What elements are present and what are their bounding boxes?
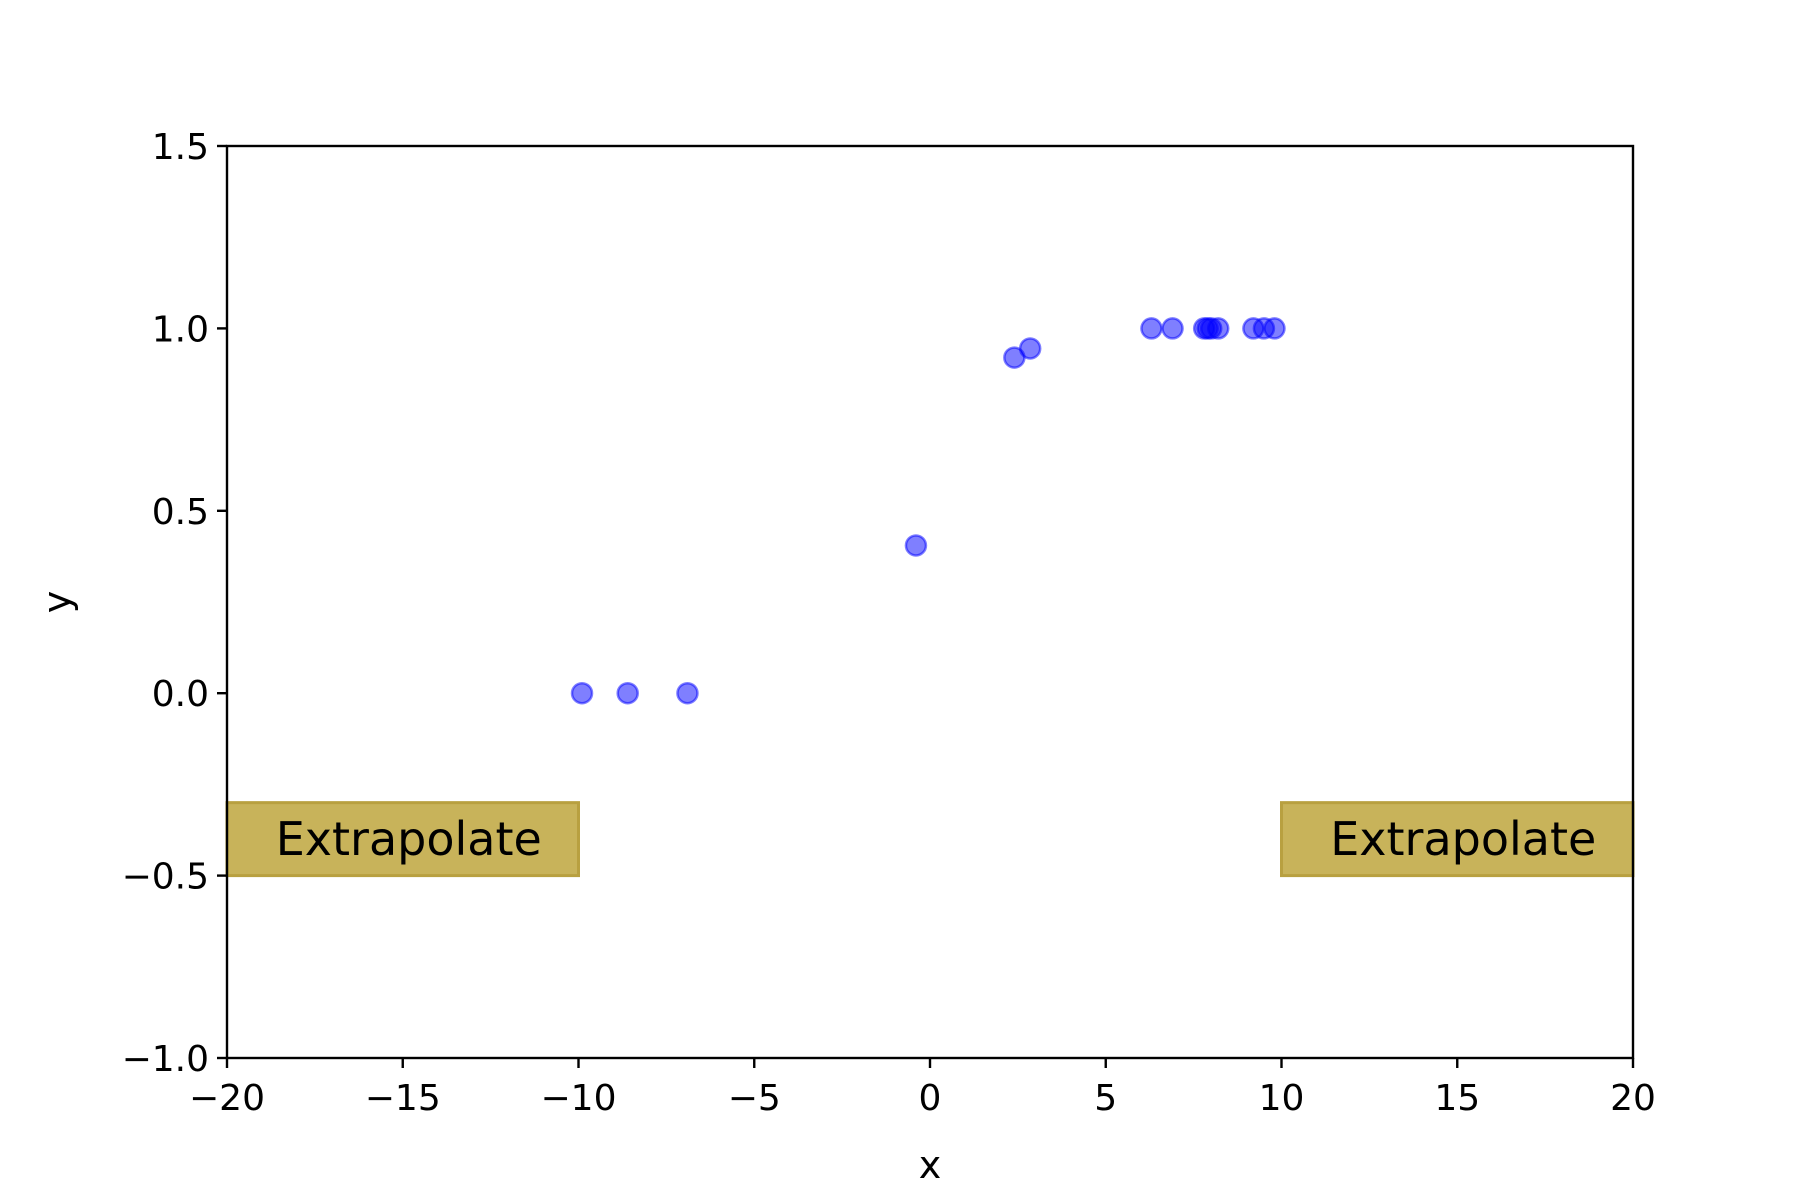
data-point bbox=[1018, 337, 1042, 360]
annotations-layer: Extrapolate Extrapolate bbox=[225, 801, 1635, 878]
extrapolate-label: Extrapolate bbox=[1330, 812, 1596, 866]
y-tick-label: 1.0 bbox=[152, 309, 209, 350]
points-layer bbox=[570, 317, 1286, 705]
x-tick-label: 0 bbox=[919, 1078, 942, 1119]
x-tick-label: −10 bbox=[541, 1078, 617, 1119]
data-point bbox=[1206, 317, 1230, 340]
data-point bbox=[904, 534, 928, 557]
data-point bbox=[616, 681, 639, 705]
plot-frame bbox=[225, 144, 1635, 1060]
y-tick-label: 0.0 bbox=[152, 674, 209, 715]
y-tick-label: −0.5 bbox=[122, 857, 209, 898]
x-tick-label: −20 bbox=[189, 1078, 265, 1119]
x-tick-label: −15 bbox=[365, 1078, 441, 1119]
x-axis-label: x bbox=[919, 1143, 942, 1187]
y-tick-label: −1.0 bbox=[122, 1039, 209, 1080]
data-point bbox=[1263, 317, 1286, 340]
x-tick-label: −5 bbox=[728, 1078, 781, 1119]
x-tick-label: 5 bbox=[1094, 1078, 1117, 1119]
data-point bbox=[676, 681, 699, 705]
data-point bbox=[570, 681, 594, 705]
y-axis-label: y bbox=[35, 591, 79, 614]
x-axis-ticks: −20 −15 −10 −5 0 5 10 15 20 bbox=[189, 1058, 1656, 1119]
y-axis-ticks: −1.0 −0.5 0.0 0.5 1.0 1.5 bbox=[122, 127, 227, 1080]
extrapolate-box bbox=[1280, 801, 1635, 878]
y-tick-label: 1.5 bbox=[152, 127, 209, 168]
extrapolate-label: Extrapolate bbox=[276, 812, 542, 866]
x-tick-label: 15 bbox=[1434, 1078, 1480, 1119]
x-tick-label: 10 bbox=[1259, 1078, 1305, 1119]
x-tick-label: 20 bbox=[1610, 1078, 1656, 1119]
data-point bbox=[1140, 317, 1163, 340]
y-tick-label: 0.5 bbox=[152, 492, 209, 533]
data-point bbox=[1161, 317, 1184, 340]
